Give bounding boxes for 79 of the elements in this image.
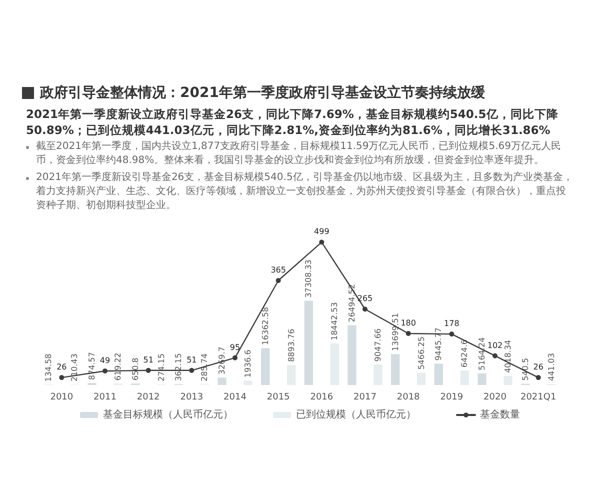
bar [244,380,252,385]
data-label: 102 [487,340,503,350]
bar [417,372,426,385]
data-label: 51 [143,355,154,364]
x-tick-label: 2014 [224,392,247,402]
data-label: 365 [270,266,286,275]
x-tick-label: 2010 [50,392,74,402]
data-label: 9445.77 [434,328,444,361]
bar [478,373,486,385]
x-tick-label: 2015 [266,392,290,402]
data-label: 51 [186,355,197,364]
data-label: 265 [357,294,373,304]
bar [218,378,226,385]
data-label: 3269.7 [218,346,226,375]
point [492,353,498,358]
data-label: 26494.52 [348,284,356,322]
point [362,306,368,312]
bar [261,348,270,385]
legend-label: 基金目标规模（人民币亿元） [103,408,233,420]
legend-label: 已到位规模（人民币亿元） [296,408,416,420]
data-label: 26 [533,362,544,372]
point [406,330,411,336]
data-label: 13699.51 [390,312,400,352]
data-label: 178 [444,319,460,328]
x-tick-label: 2019 [440,392,464,402]
data-label: 180 [400,318,416,328]
bar [304,300,313,385]
legend-label: 基金数量 [480,408,520,420]
point [146,368,151,373]
bar [330,343,339,385]
point [232,355,238,360]
bar [348,325,356,385]
x-tick-label: 2020 [484,392,507,402]
bar [460,370,469,385]
data-label: 5466.25 [416,336,426,370]
data-label: 874.57 [88,352,96,380]
bar [374,364,382,385]
x-tick-label: 2013 [180,392,204,402]
x-tick-label: 2016 [310,392,334,402]
bar [287,364,296,385]
data-label: 619.22 [114,352,122,381]
text: 2021年第一季度新设引导基金26支，基金目标规模540.5亿，引导基金仍以地市级、区县级为主，且多数为产业类基金，着力支持新兴产业、生态、文化、医疗等领域，新增设立一支创投基金，为苏州天使投资引导基金（有限合伙），重点投资种子期、初创期科技型企业。 [36,171,574,213]
data-label: 6424.6 [460,340,470,368]
point [102,368,108,374]
point [536,375,541,380]
x-tick-label: 2018 [396,392,420,402]
data-label: 18442.53 [330,302,340,340]
point [59,375,64,380]
data-label: 26 [56,362,67,372]
chart-title: 政府引导金整体情况：2021年第一季度政府引导基金设立节奏持续放缓 [40,84,485,102]
data-label: 1936.6 [244,350,252,378]
chart-subtitle: 2021年第一季度新设立政府引导基金26支，同比下降7.69%，基金目标规模约540.5亿，同比下降50.89%；已到位规模441.03亿元，同比下降2.81%,资金到位率约为81.6%，同比增长31.86% [26,106,560,138]
data-label: 210.43 [70,354,80,382]
data-label: 650.8 [130,358,140,381]
x-tick-label: 2011 [94,392,116,402]
data-label: 285.74 [200,353,210,382]
data-label: 95 [230,342,240,352]
data-label: 9047.66 [374,328,382,362]
data-label: 4018.34 [504,340,512,373]
data-label: 540.5 [520,358,530,381]
data-label: 274.15 [156,353,166,382]
data-label: 8893.76 [286,328,296,362]
data-label: 37308.33 [304,260,314,298]
data-label: 16362.58 [260,306,270,346]
data-label: 5164.24 [478,337,486,370]
x-tick-label: 2021Q1 [520,392,556,402]
x-tick-label: 2017 [354,392,376,402]
x-tick-label: 2012 [136,392,160,402]
point [189,368,194,373]
bar [504,376,512,385]
point [449,332,454,337]
data-label: 49 [100,356,110,365]
bar [434,364,443,385]
data-label: 441.03 [546,353,556,382]
data-label: 134.58 [44,354,54,382]
text: 截至2021年第一季度，国内共设立1,877支政府引导基金，目标规模11.59万亿元人民币，已到位规模5.69万亿元人民币，资金到位率约48.98%。整体来看，我国引导基金的设立步伐和资金到位均有所放缓，但资金到位率逐年提升。 [36,140,562,168]
bar [391,354,400,385]
data-label: 499 [314,227,330,236]
data-label: 362.15 [174,353,184,382]
